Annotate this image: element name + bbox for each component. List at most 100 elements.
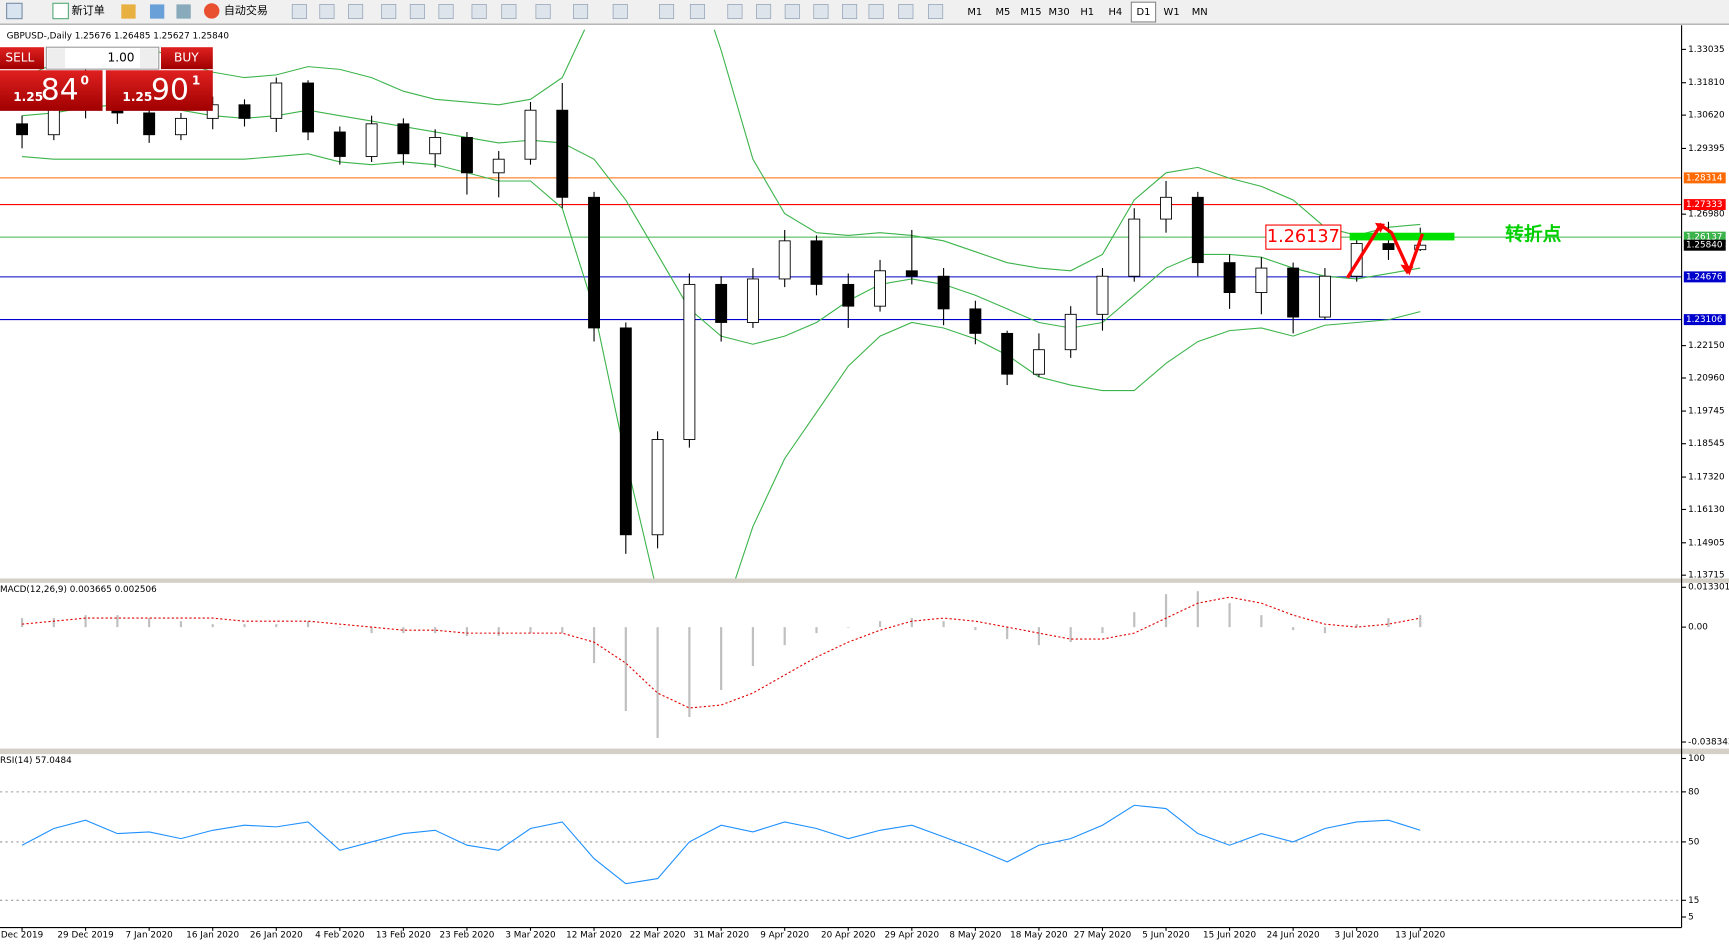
- level-label-box: [1683, 314, 1726, 326]
- tool-icon[interactable]: [176, 4, 191, 19]
- auto-trading-button[interactable]: 自动交易: [224, 3, 268, 17]
- panel-separator: [0, 748, 1729, 755]
- tool-icon[interactable]: [381, 4, 397, 19]
- tool-icon[interactable]: [149, 4, 165, 19]
- macd-bar: [878, 621, 882, 628]
- macd-bar: [84, 615, 87, 628]
- macd-bar: [1196, 591, 1199, 628]
- tool-icon[interactable]: [898, 4, 914, 19]
- tool-icon[interactable]: [6, 2, 23, 20]
- bid-label-box: [1683, 239, 1726, 251]
- tool-icon[interactable]: [471, 4, 487, 19]
- x-tick-label: 8 May 2020: [949, 931, 1001, 941]
- sell-label[interactable]: SELL: [5, 51, 34, 65]
- time-axis: Dec 2019 29 Dec 2019 7 Jan 2020 16 Jan 2020…: [1, 927, 1446, 941]
- tool-icon[interactable]: [689, 4, 705, 19]
- y-tick-label: 1.13715: [1688, 571, 1724, 581]
- macd-bar: [275, 624, 278, 628]
- x-tick-label: 15 Jun 2020: [1203, 931, 1256, 941]
- candle-body: [778, 240, 791, 280]
- candle-body: [365, 123, 378, 157]
- tool-icon[interactable]: [535, 4, 551, 19]
- macd-bar: [243, 624, 246, 628]
- tool-icon[interactable]: [291, 4, 307, 19]
- candle-body: [524, 109, 537, 160]
- macd-bar: [783, 627, 786, 646]
- tool-icon[interactable]: [501, 4, 517, 19]
- drawing-tools: [291, 4, 944, 19]
- rsi-line: [21, 804, 1421, 885]
- auto-trading-icon[interactable]: [203, 3, 220, 19]
- new-order-button[interactable]: 新订单: [72, 3, 105, 17]
- macd-bar: [1069, 627, 1072, 643]
- tool-icon[interactable]: [612, 4, 628, 19]
- candle-body: [47, 107, 60, 136]
- timeframe-button[interactable]: M30: [1049, 7, 1070, 18]
- tool-icon[interactable]: [438, 4, 454, 19]
- ask-prefix: 1.25: [122, 90, 152, 104]
- candle-body: [937, 275, 950, 310]
- tool-icon[interactable]: [727, 4, 743, 19]
- candle-body: [1096, 275, 1109, 315]
- lot-down[interactable]: [47, 48, 66, 69]
- toolbar: [0, 0, 1729, 25]
- candle-body: [1191, 196, 1204, 264]
- tool-icon[interactable]: [813, 4, 829, 19]
- sell-button[interactable]: [0, 47, 45, 70]
- tool-icon[interactable]: [121, 4, 136, 19]
- macd-bar: [1387, 618, 1390, 628]
- x-tick-label: 12 Mar 2020: [566, 931, 622, 941]
- candle-body: [588, 196, 600, 329]
- tool-icon[interactable]: [756, 4, 772, 19]
- x-tick-label: 16 Jan 2020: [186, 931, 239, 941]
- macd-bar: [942, 621, 945, 628]
- candle-body: [810, 240, 823, 285]
- tool-icon[interactable]: [784, 4, 800, 19]
- tool-icon[interactable]: [348, 4, 364, 19]
- y-tick-label: 1.14905: [1688, 538, 1724, 548]
- tool-icon[interactable]: [659, 4, 675, 19]
- annotation-box: [1265, 224, 1342, 250]
- candle-body: [619, 327, 632, 536]
- lot-up[interactable]: [140, 48, 158, 69]
- new-order-icon[interactable]: [52, 2, 69, 20]
- bid-big: 84: [41, 73, 79, 108]
- buy-button[interactable]: [160, 47, 213, 70]
- y-tick-label: -0.038343: [1688, 738, 1729, 748]
- level-label: 1.28314: [1686, 173, 1723, 183]
- candle-body: [143, 112, 156, 136]
- timeframe-button[interactable]: M5: [995, 7, 1010, 18]
- tool-icon[interactable]: [842, 4, 858, 19]
- lot-value[interactable]: 1.00: [108, 51, 135, 65]
- tool-icon[interactable]: [868, 4, 884, 19]
- lot-input[interactable]: [45, 46, 160, 70]
- active-timeframe[interactable]: [1130, 1, 1157, 23]
- timeframes: M1 M5 M15 M30 H1 H4 D1 W1 MN: [967, 1, 1208, 23]
- macd-bar: [847, 627, 850, 628]
- buy-label[interactable]: BUY: [174, 51, 199, 65]
- timeframe-button[interactable]: H1: [1080, 7, 1094, 18]
- chart-title: GBPUSD-,Daily 1.25676 1.26485 1.25627 1.…: [7, 32, 230, 42]
- tool-icon[interactable]: [928, 4, 944, 19]
- tool-icon[interactable]: [573, 4, 589, 19]
- macd-bar: [688, 627, 691, 718]
- tool-icon[interactable]: [319, 4, 335, 19]
- drawn-arrow: [1346, 222, 1425, 279]
- macd-bar: [815, 627, 818, 634]
- y-tick-label: 1.30620: [1688, 111, 1725, 121]
- bid-box[interactable]: [0, 70, 103, 111]
- timeframe-button[interactable]: M1: [967, 7, 982, 18]
- candle-body: [842, 283, 855, 307]
- tool-icon[interactable]: [409, 4, 425, 19]
- rsi-panel: RSI(14) 57.0484 100 80 50 15 5: [0, 754, 1705, 922]
- timeframe-button[interactable]: W1: [1164, 7, 1180, 18]
- timeframe-button[interactable]: MN: [1192, 7, 1208, 18]
- timeframe-button[interactable]: D1: [1137, 7, 1151, 18]
- candle-body: [874, 270, 886, 307]
- timeframe-button[interactable]: H4: [1108, 7, 1122, 18]
- x-tick-label: 7 Jan 2020: [126, 931, 174, 941]
- plot-area: [16, 29, 1427, 579]
- ask-box[interactable]: [105, 70, 213, 111]
- annotation-price: 1.26137: [1267, 227, 1340, 247]
- timeframe-button[interactable]: M15: [1020, 7, 1041, 18]
